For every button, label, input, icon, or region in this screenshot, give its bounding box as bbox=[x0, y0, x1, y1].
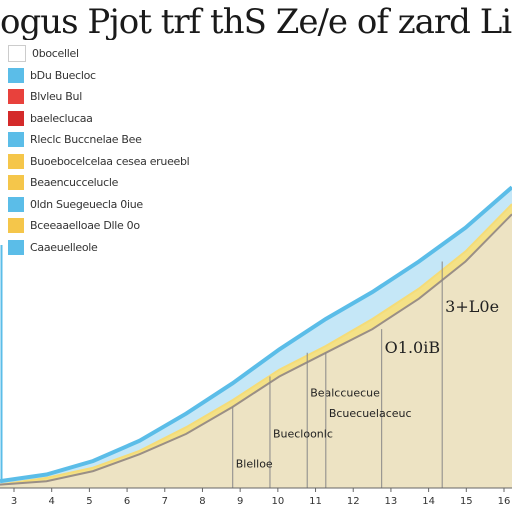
legend-swatch bbox=[8, 239, 24, 255]
legend-label: baeleclucaa bbox=[30, 111, 93, 125]
legend-swatch bbox=[8, 45, 26, 62]
legend-swatch bbox=[8, 153, 24, 169]
legend-item: baeleclucaa bbox=[8, 109, 238, 128]
x-tick-label-7: 10 bbox=[271, 496, 284, 507]
series-line-2 bbox=[0, 213, 512, 486]
legend-label: Blvleu Bul bbox=[30, 90, 82, 103]
legend-label: Rleclc Buccnelae Bee bbox=[30, 133, 142, 146]
series-line-1 bbox=[0, 203, 512, 486]
annotation-label-1: O1.0iB bbox=[385, 338, 440, 357]
x-tick-label-13: 16 bbox=[498, 496, 511, 507]
legend-item: Rleclc Buccnelae Bee bbox=[8, 130, 238, 149]
series-line-0 bbox=[0, 185, 512, 484]
legend-swatch bbox=[8, 218, 24, 233]
series-area-2 bbox=[0, 214, 512, 488]
legend-item: 0bocellel bbox=[8, 44, 238, 63]
legend-label: Caaeuelleole bbox=[30, 240, 98, 254]
legend-swatch bbox=[8, 110, 24, 126]
x-tick-label-9: 12 bbox=[347, 496, 360, 507]
x-tick-label-2: 5 bbox=[86, 496, 92, 507]
x-tick-label-11: 14 bbox=[422, 496, 435, 507]
x-tick-label-0: 3 bbox=[11, 496, 17, 507]
chart-legend: 0bocellel bDu Buecloc Blvleu Bul baelecluca… bbox=[8, 44, 238, 259]
legend-swatch bbox=[8, 132, 24, 147]
legend-item: Bceeaaelloae Dlle 0o bbox=[8, 216, 238, 235]
annotation-label-2: Bealccuecue bbox=[310, 387, 380, 400]
legend-item: 0ldn Suegeuecla 0iue bbox=[8, 195, 238, 214]
x-tick-label-1: 4 bbox=[49, 496, 55, 507]
legend-label: Buoebocelcelaa cesea erueebl bbox=[30, 154, 190, 168]
annotation-label-3: Bcuecuelaceuc bbox=[329, 407, 412, 420]
x-tick-label-5: 8 bbox=[199, 496, 205, 507]
legend-item: Blvleu Bul bbox=[8, 87, 238, 106]
legend-label: bDu Buecloc bbox=[30, 68, 96, 82]
x-tick-label-4: 7 bbox=[162, 496, 168, 507]
x-tick-label-8: 11 bbox=[309, 496, 322, 507]
annotation-label-5: Blelloe bbox=[236, 458, 273, 471]
legend-item: bDu Buecloc bbox=[8, 66, 238, 85]
x-tick-label-12: 15 bbox=[460, 496, 473, 507]
legend-label: Bceeaaelloae Dlle 0o bbox=[30, 219, 140, 232]
x-tick-label-3: 6 bbox=[124, 496, 130, 507]
annotation-label-0: 3+L0e bbox=[445, 297, 499, 316]
legend-label: 0bocellel bbox=[32, 47, 79, 60]
legend-swatch bbox=[8, 196, 24, 212]
legend-item: Caaeuelleole bbox=[8, 238, 238, 257]
legend-swatch bbox=[8, 67, 24, 83]
x-tick-label-10: 13 bbox=[385, 496, 398, 507]
legend-swatch bbox=[8, 89, 24, 104]
legend-label: Beaencuccelucle bbox=[30, 176, 119, 189]
chart-title: ogus Pjot trf thS Ze/e of zard Lire bbox=[0, 4, 512, 40]
legend-label: 0ldn Suegeuecla 0iue bbox=[30, 197, 143, 211]
legend-item: Buoebocelcelaa cesea erueebl bbox=[8, 152, 238, 171]
x-tick-label-6: 9 bbox=[237, 496, 243, 507]
legend-swatch bbox=[8, 175, 24, 190]
legend-item: Beaencuccelucle bbox=[8, 173, 238, 192]
annotation-label-4: Buecloonlc bbox=[273, 427, 333, 440]
